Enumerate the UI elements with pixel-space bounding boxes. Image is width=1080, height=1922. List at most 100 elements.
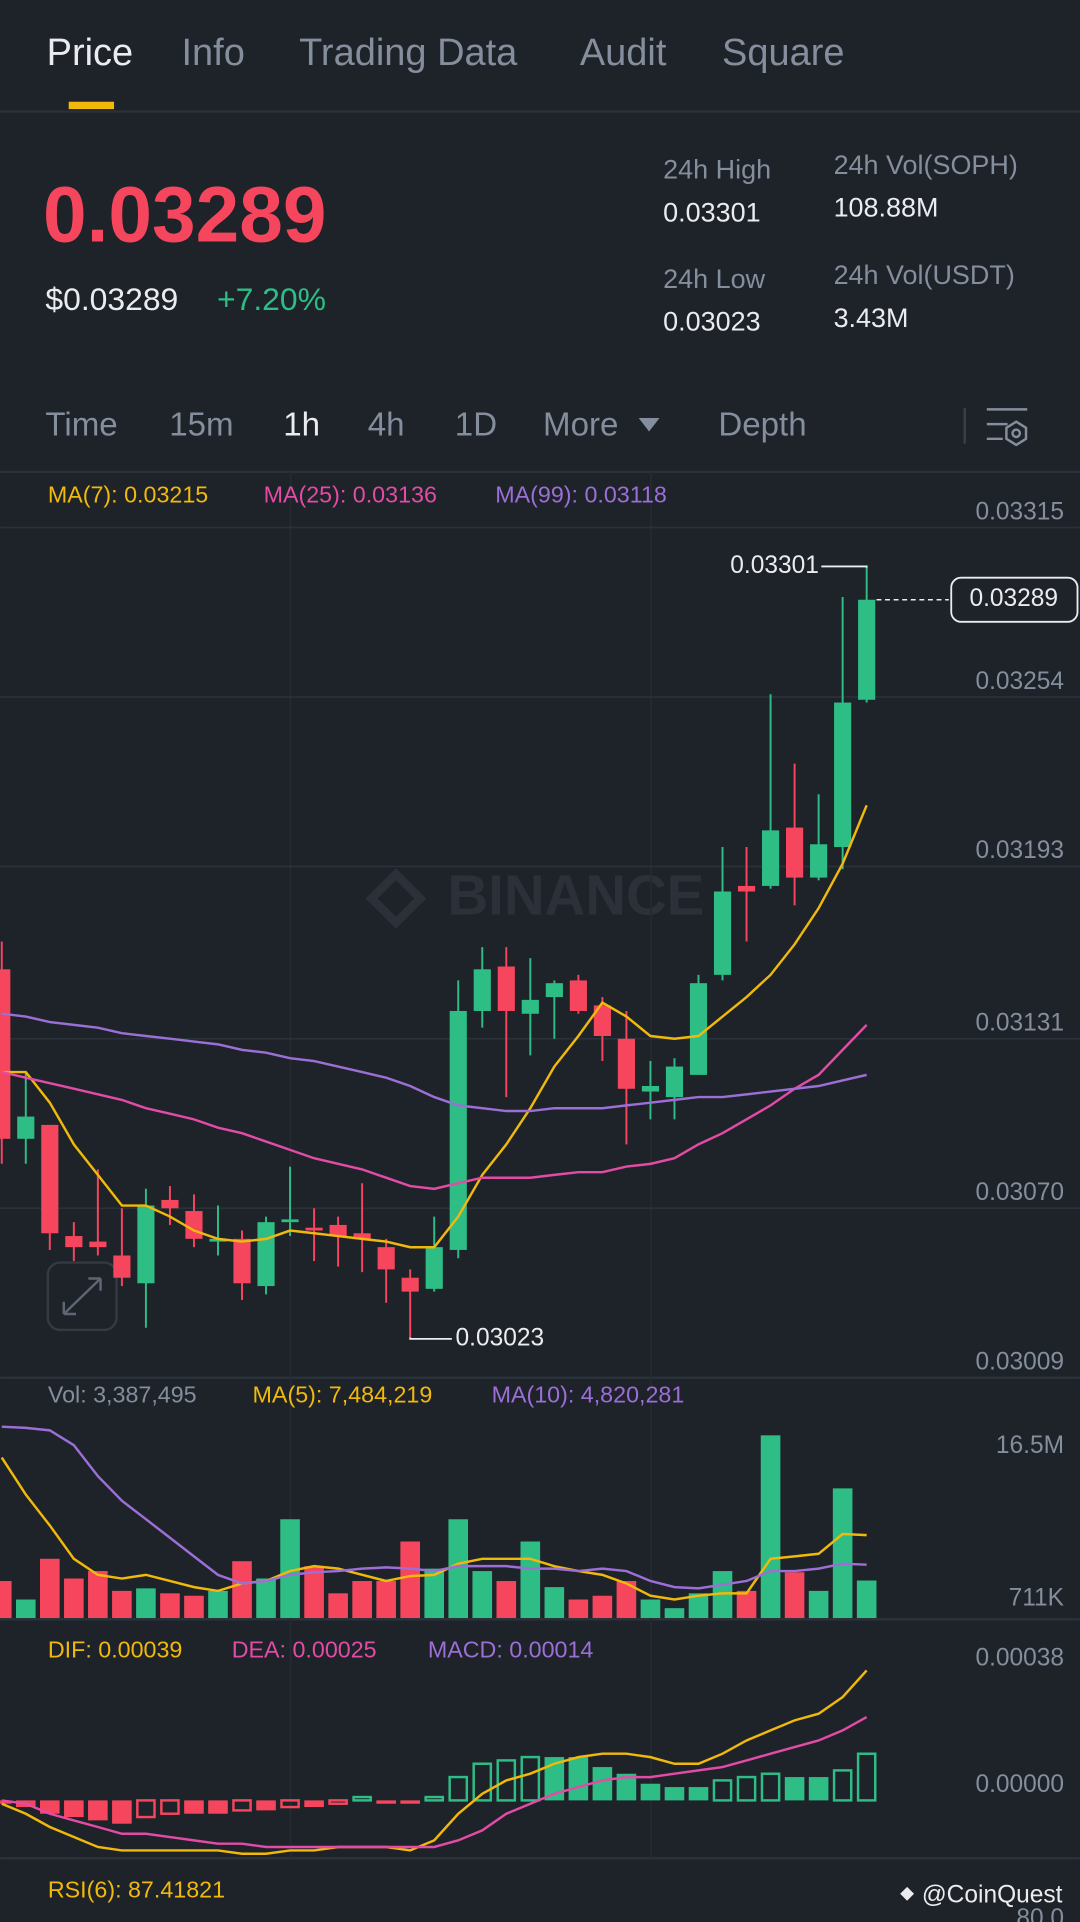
candle-body [617, 1038, 635, 1089]
candle-body [353, 1233, 371, 1239]
bar [520, 1541, 541, 1619]
candle-body [209, 1238, 227, 1242]
low-label: 0.03023 [456, 1324, 545, 1351]
bar [568, 1757, 589, 1801]
bar [736, 1590, 757, 1619]
interval[interactable]: 1h [283, 406, 320, 443]
stat-label: 24h Vol(SOPH) [834, 150, 1018, 180]
candle-body [281, 1219, 299, 1223]
bar [472, 1571, 493, 1619]
bar [448, 1519, 469, 1619]
bar [760, 1772, 781, 1802]
candle-body [89, 1241, 107, 1248]
expand-button[interactable] [46, 1261, 118, 1332]
bar [520, 1755, 541, 1802]
bar [688, 1787, 709, 1801]
interval[interactable]: 15m [169, 406, 233, 443]
y-tick-label: 16.5M [996, 1432, 1064, 1459]
legend-entry: DIF: 0.00039 [48, 1636, 183, 1662]
bar [256, 1578, 276, 1619]
candle-body [737, 885, 756, 892]
low-marker [409, 1337, 452, 1340]
candle-body [593, 1005, 611, 1036]
bar [664, 1608, 685, 1619]
last-price-badge [950, 576, 1079, 623]
candle-body [545, 983, 563, 998]
bar [376, 1581, 396, 1619]
y-tick-label: 0.03070 [975, 1179, 1064, 1206]
expand-icon [62, 1277, 102, 1316]
bar [208, 1590, 228, 1619]
candle-body [521, 999, 539, 1014]
bar [640, 1783, 661, 1801]
ma-line [1, 804, 868, 1249]
candle-body [17, 1116, 35, 1139]
stat-label: 24h High [663, 155, 771, 185]
settings-icon[interactable] [986, 408, 1028, 447]
interval[interactable]: More [543, 406, 618, 443]
bar [688, 1593, 709, 1619]
candle-body [497, 966, 515, 1011]
bar [832, 1769, 853, 1802]
interval[interactable]: 4h [368, 406, 405, 443]
bar [712, 1779, 733, 1802]
y-tick-label: 0.00038 [975, 1645, 1064, 1672]
indicator-line [1, 1425, 867, 1590]
bar [112, 1590, 132, 1619]
stat-label: 24h Vol(USDT) [834, 260, 1015, 290]
bar [496, 1581, 517, 1619]
bar [400, 1800, 420, 1804]
candle-body [858, 599, 876, 700]
bar [280, 1799, 300, 1809]
candle-body [41, 1124, 59, 1234]
bar [616, 1773, 637, 1801]
tab[interactable]: Audit [580, 32, 667, 74]
bar [328, 1593, 348, 1619]
candle-body [137, 1205, 155, 1284]
tab[interactable]: Price [47, 32, 134, 74]
price-change: +7.20% [217, 281, 326, 317]
bar [592, 1595, 613, 1619]
high-marker [821, 565, 868, 568]
dropdown-arrow [638, 417, 660, 432]
bar [472, 1762, 493, 1802]
tab[interactable]: Trading Data [299, 32, 518, 74]
indicator-line [0, 1456, 867, 1601]
bar [40, 1558, 60, 1619]
interval[interactable]: Time [45, 406, 117, 443]
bar [15, 1599, 36, 1619]
bar [616, 1581, 637, 1619]
tab[interactable]: Square [722, 32, 845, 74]
candle-body [329, 1224, 347, 1237]
high-label: 0.03301 [730, 552, 819, 579]
bar [736, 1775, 757, 1802]
bar [544, 1587, 565, 1619]
legend-entry: DEA: 0.00025 [232, 1636, 377, 1662]
bar [568, 1599, 589, 1619]
ma-line [1, 1012, 867, 1113]
interval[interactable]: Depth [718, 406, 806, 443]
tab[interactable]: Info [181, 32, 244, 74]
bar [352, 1581, 372, 1619]
bar [496, 1759, 517, 1802]
candle-body [473, 969, 491, 1011]
candle-body [425, 1247, 443, 1289]
tab-indicator [68, 101, 115, 110]
legend-entry: MA(99): 0.03118 [495, 482, 667, 508]
candle-body [401, 1277, 419, 1292]
bar [64, 1800, 84, 1818]
last-price: 0.03289 [43, 170, 327, 258]
candle-body [569, 980, 587, 1011]
bar [544, 1757, 565, 1801]
legend-entry: MA(10): 4,820,281 [492, 1381, 685, 1407]
interval[interactable]: 1D [455, 406, 497, 443]
watermark-logo [365, 868, 427, 929]
candle-body [185, 1211, 203, 1239]
candle-body [377, 1247, 395, 1270]
bar [88, 1800, 108, 1821]
bar [640, 1599, 661, 1619]
bar [208, 1800, 228, 1814]
stat-value: 0.03023 [663, 307, 760, 337]
